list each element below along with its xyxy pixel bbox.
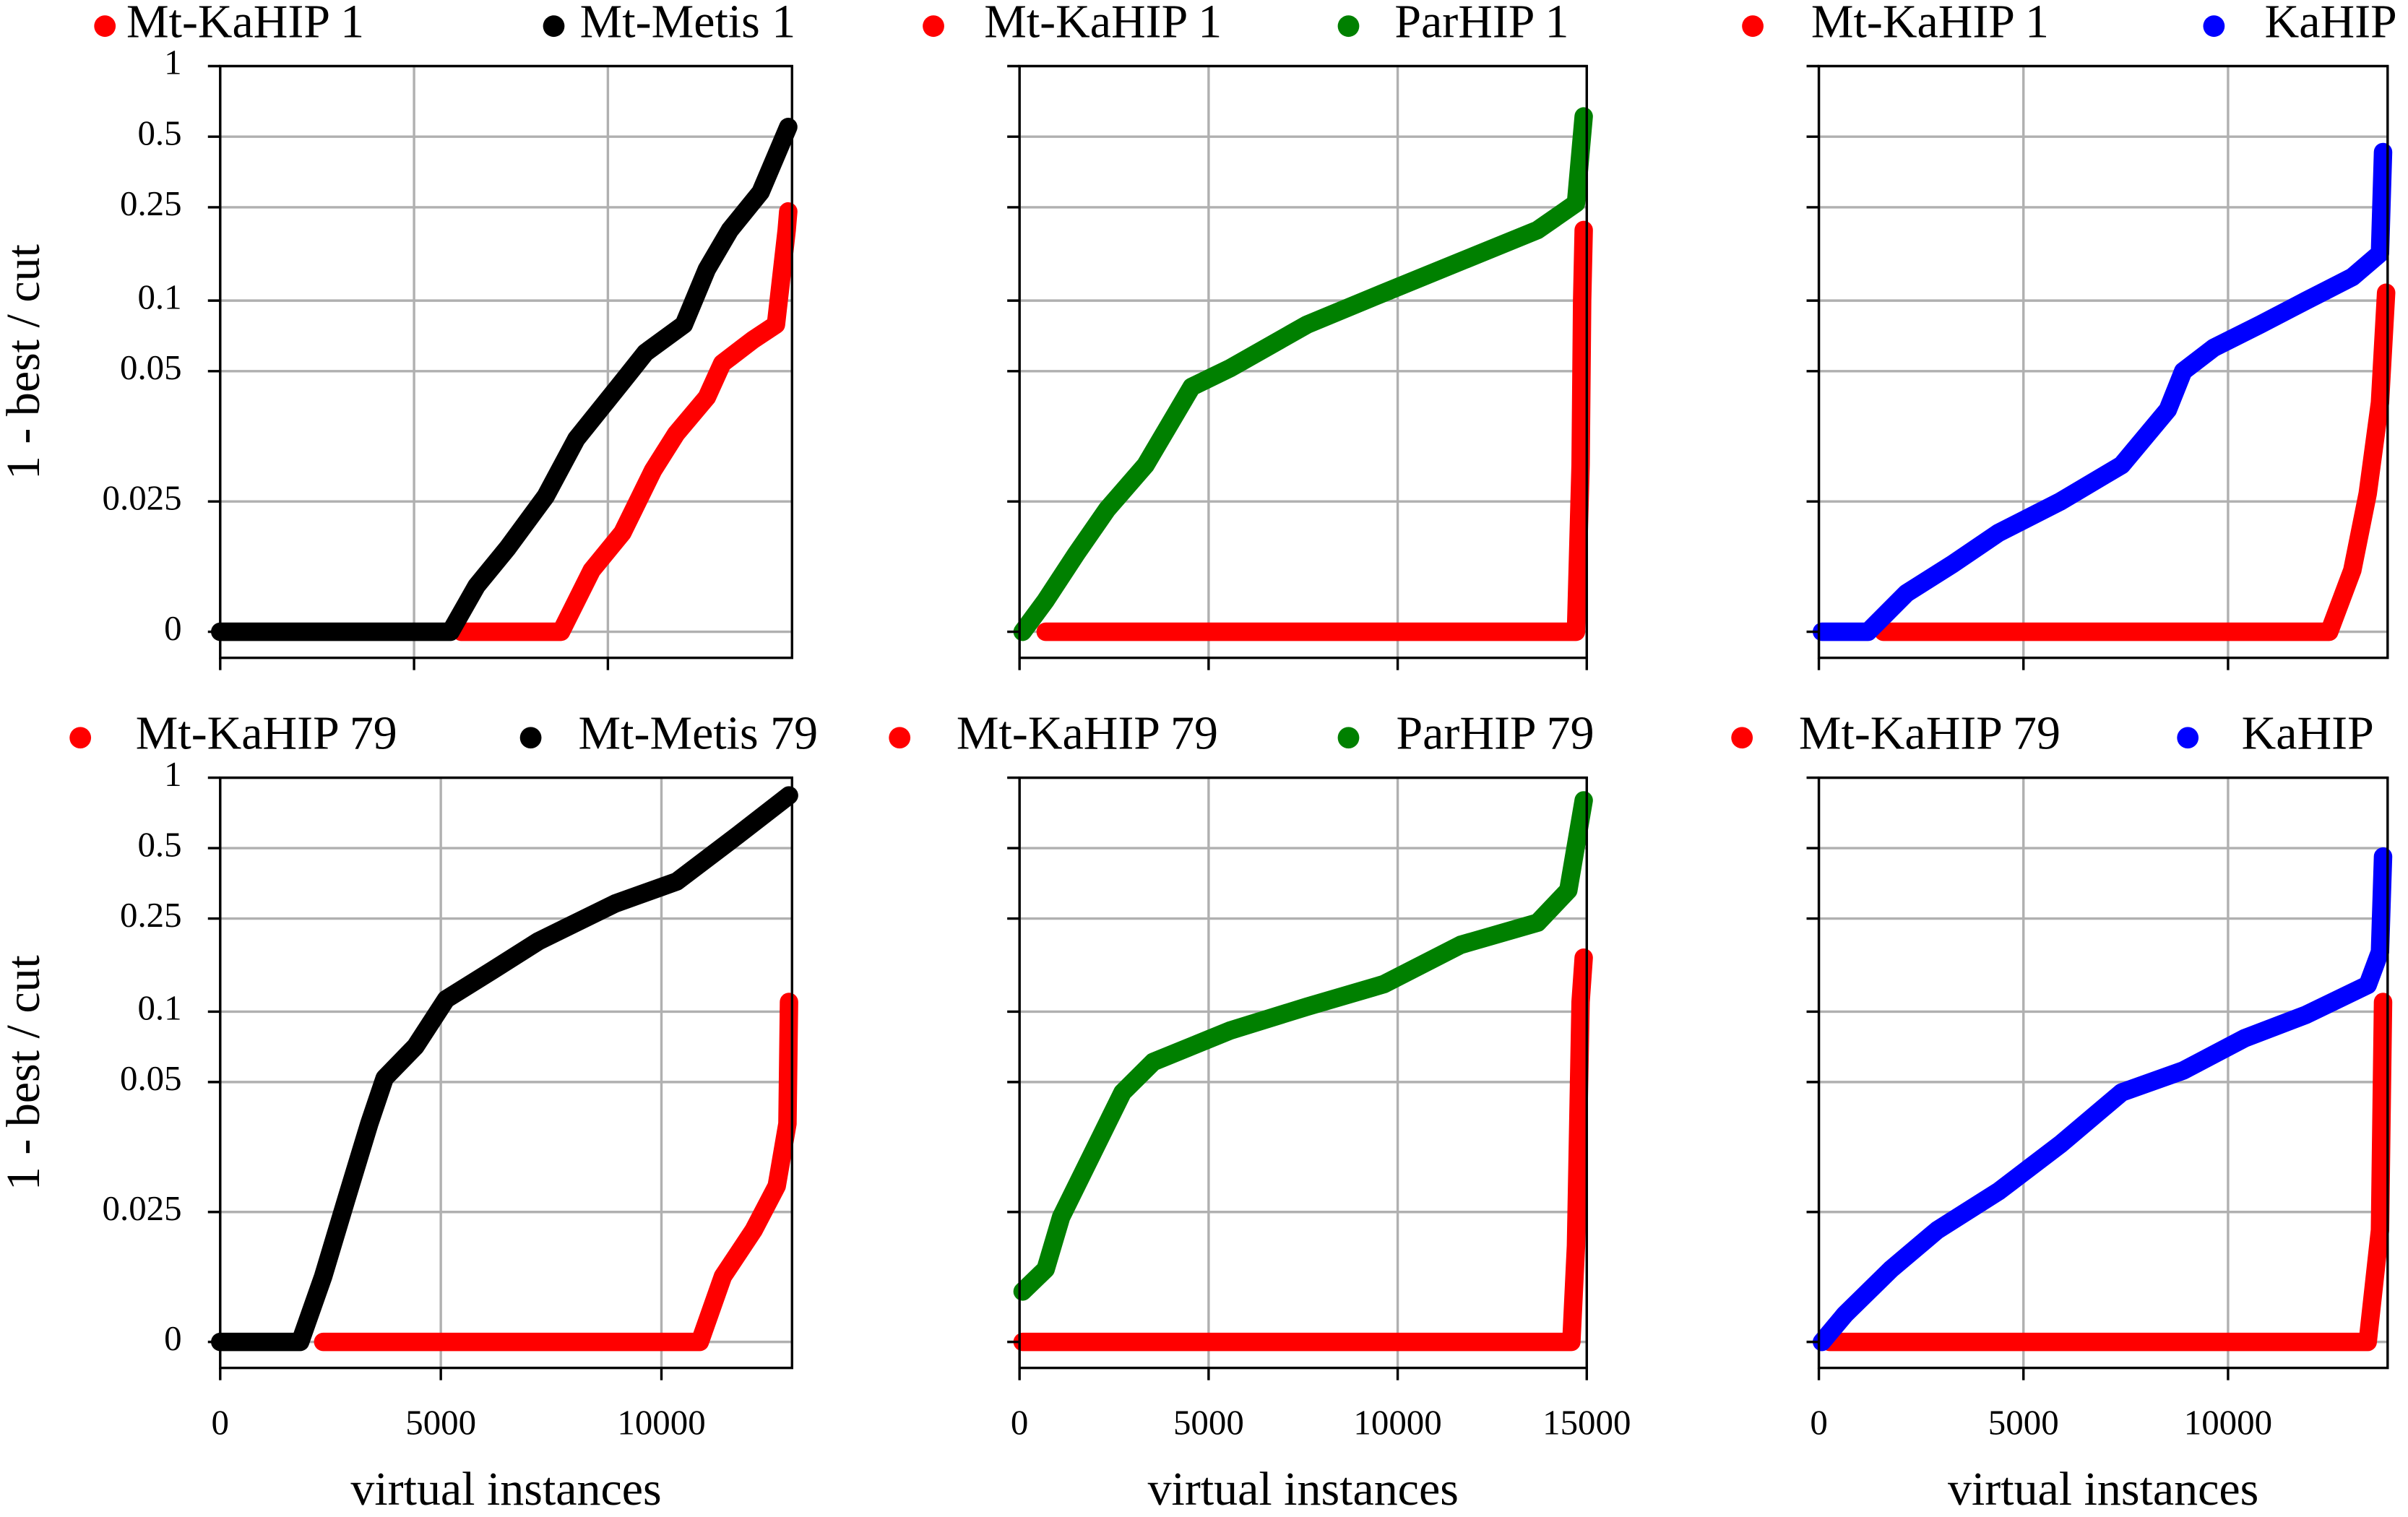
y-tick-label: 0.05 — [120, 347, 182, 387]
legend-marker — [1337, 15, 1360, 38]
x-tick-label: 15000 — [1542, 1403, 1631, 1443]
x-tick-label: 10000 — [2184, 1403, 2272, 1443]
x-tick-label: 10000 — [1353, 1403, 1441, 1443]
legend-marker — [1742, 15, 1764, 38]
x-tick-label: 0 — [212, 1403, 229, 1443]
legend-label: Mt-Metis 1 — [580, 0, 796, 48]
legend-marker — [923, 15, 944, 38]
subplot: Mt-KaHIP 1 KaHIP — [1742, 0, 2397, 670]
x-axis-label: virtual instances — [1148, 1463, 1459, 1516]
y-tick-label: 0.025 — [103, 477, 182, 517]
series-line — [314, 993, 798, 1352]
legend-label: Mt-KaHIP 1 — [984, 0, 1222, 48]
series-line — [452, 202, 798, 641]
x-axis-label: virtual instances — [1948, 1463, 2258, 1516]
legend-marker — [69, 727, 92, 749]
legend-marker — [889, 727, 911, 749]
x-tick-label: 0 — [1810, 1403, 1827, 1443]
y-tick-label: 0.025 — [103, 1188, 182, 1228]
legend-label: KaHIP — [2265, 0, 2397, 48]
axes-frame — [1817, 64, 2389, 660]
subplot: Mt-KaHIP 79 ParHIP 79 0 5000 10000 15000 virtu… — [889, 706, 1631, 1516]
y-axis-label: 1 - best / cut — [0, 244, 50, 480]
axes-frame — [219, 64, 793, 660]
legend-label: Mt-KaHIP 79 — [1799, 706, 2060, 759]
x-tick-label: 5000 — [1173, 1403, 1244, 1443]
series-line — [211, 118, 798, 641]
y-tick-label: 0.1 — [137, 277, 181, 316]
legend-label: ParHIP 79 — [1396, 706, 1594, 759]
legend-marker — [543, 15, 565, 38]
axes-frame — [1817, 776, 2389, 1370]
series-line — [1036, 220, 1593, 641]
y-tick-label: 0 — [164, 608, 181, 648]
legend-marker — [2177, 727, 2199, 749]
y-axis-label: 1 - best / cut — [0, 955, 50, 1190]
legend-label: Mt-KaHIP 79 — [957, 706, 1218, 759]
series-line — [1013, 948, 1593, 1352]
legend-marker — [2203, 15, 2225, 38]
series-line — [1013, 107, 1593, 641]
legend-label: Mt-KaHIP 79 — [136, 706, 397, 759]
x-axis-label: virtual instances — [350, 1463, 661, 1516]
x-tick-label: 5000 — [1988, 1403, 2059, 1443]
x-tick-label: 10000 — [617, 1403, 705, 1443]
legend-label: ParHIP 1 — [1394, 0, 1568, 48]
y-tick-label: 0.25 — [120, 895, 182, 935]
y-tick-label: 0.25 — [120, 183, 182, 223]
series-line — [1013, 791, 1593, 1301]
series-line — [1813, 142, 2393, 641]
y-tick-label: 0.1 — [137, 988, 181, 1028]
y-tick-label: 0.5 — [137, 824, 181, 864]
legend-label: Mt-KaHIP 1 — [126, 0, 364, 48]
axes-frame — [1018, 64, 1588, 660]
axes-frame — [1018, 776, 1588, 1370]
y-tick-label: 0.05 — [120, 1058, 182, 1098]
subplot: Mt-KaHIP 1 ParHIP 1 — [923, 0, 1593, 670]
legend-label: Mt-KaHIP 1 — [1811, 0, 2049, 48]
series-line — [211, 786, 798, 1352]
y-tick-label: 1 — [164, 754, 181, 794]
axes-frame — [219, 776, 793, 1370]
legend-label: Mt-Metis 79 — [579, 706, 819, 759]
legend-marker — [1731, 727, 1753, 749]
legend-label: KaHIP — [2242, 706, 2374, 759]
subplot: Mt-KaHIP 79 Mt-Metis 79 0 5000 10000 0 0.025 0.… — [0, 706, 818, 1516]
y-tick-label: 1 — [164, 43, 181, 82]
y-tick-label: 0 — [164, 1318, 181, 1358]
x-tick-label: 0 — [1011, 1403, 1028, 1443]
legend-marker — [94, 15, 116, 38]
series-line — [1874, 283, 2396, 641]
subplot: Mt-KaHIP 79 KaHIP 0 5000 10000 virtual instan… — [1731, 706, 2393, 1516]
x-tick-label: 5000 — [405, 1403, 476, 1443]
series-line — [1813, 847, 2393, 1352]
y-tick-label: 0.5 — [137, 113, 181, 152]
legend-marker — [1337, 727, 1360, 749]
series-line — [1820, 993, 2393, 1352]
subplot: Mt-KaHIP 1 Mt-Metis 1 0 0.025 0.05 0.1 0.25 0.5… — [0, 0, 798, 670]
legend-marker — [519, 727, 542, 749]
